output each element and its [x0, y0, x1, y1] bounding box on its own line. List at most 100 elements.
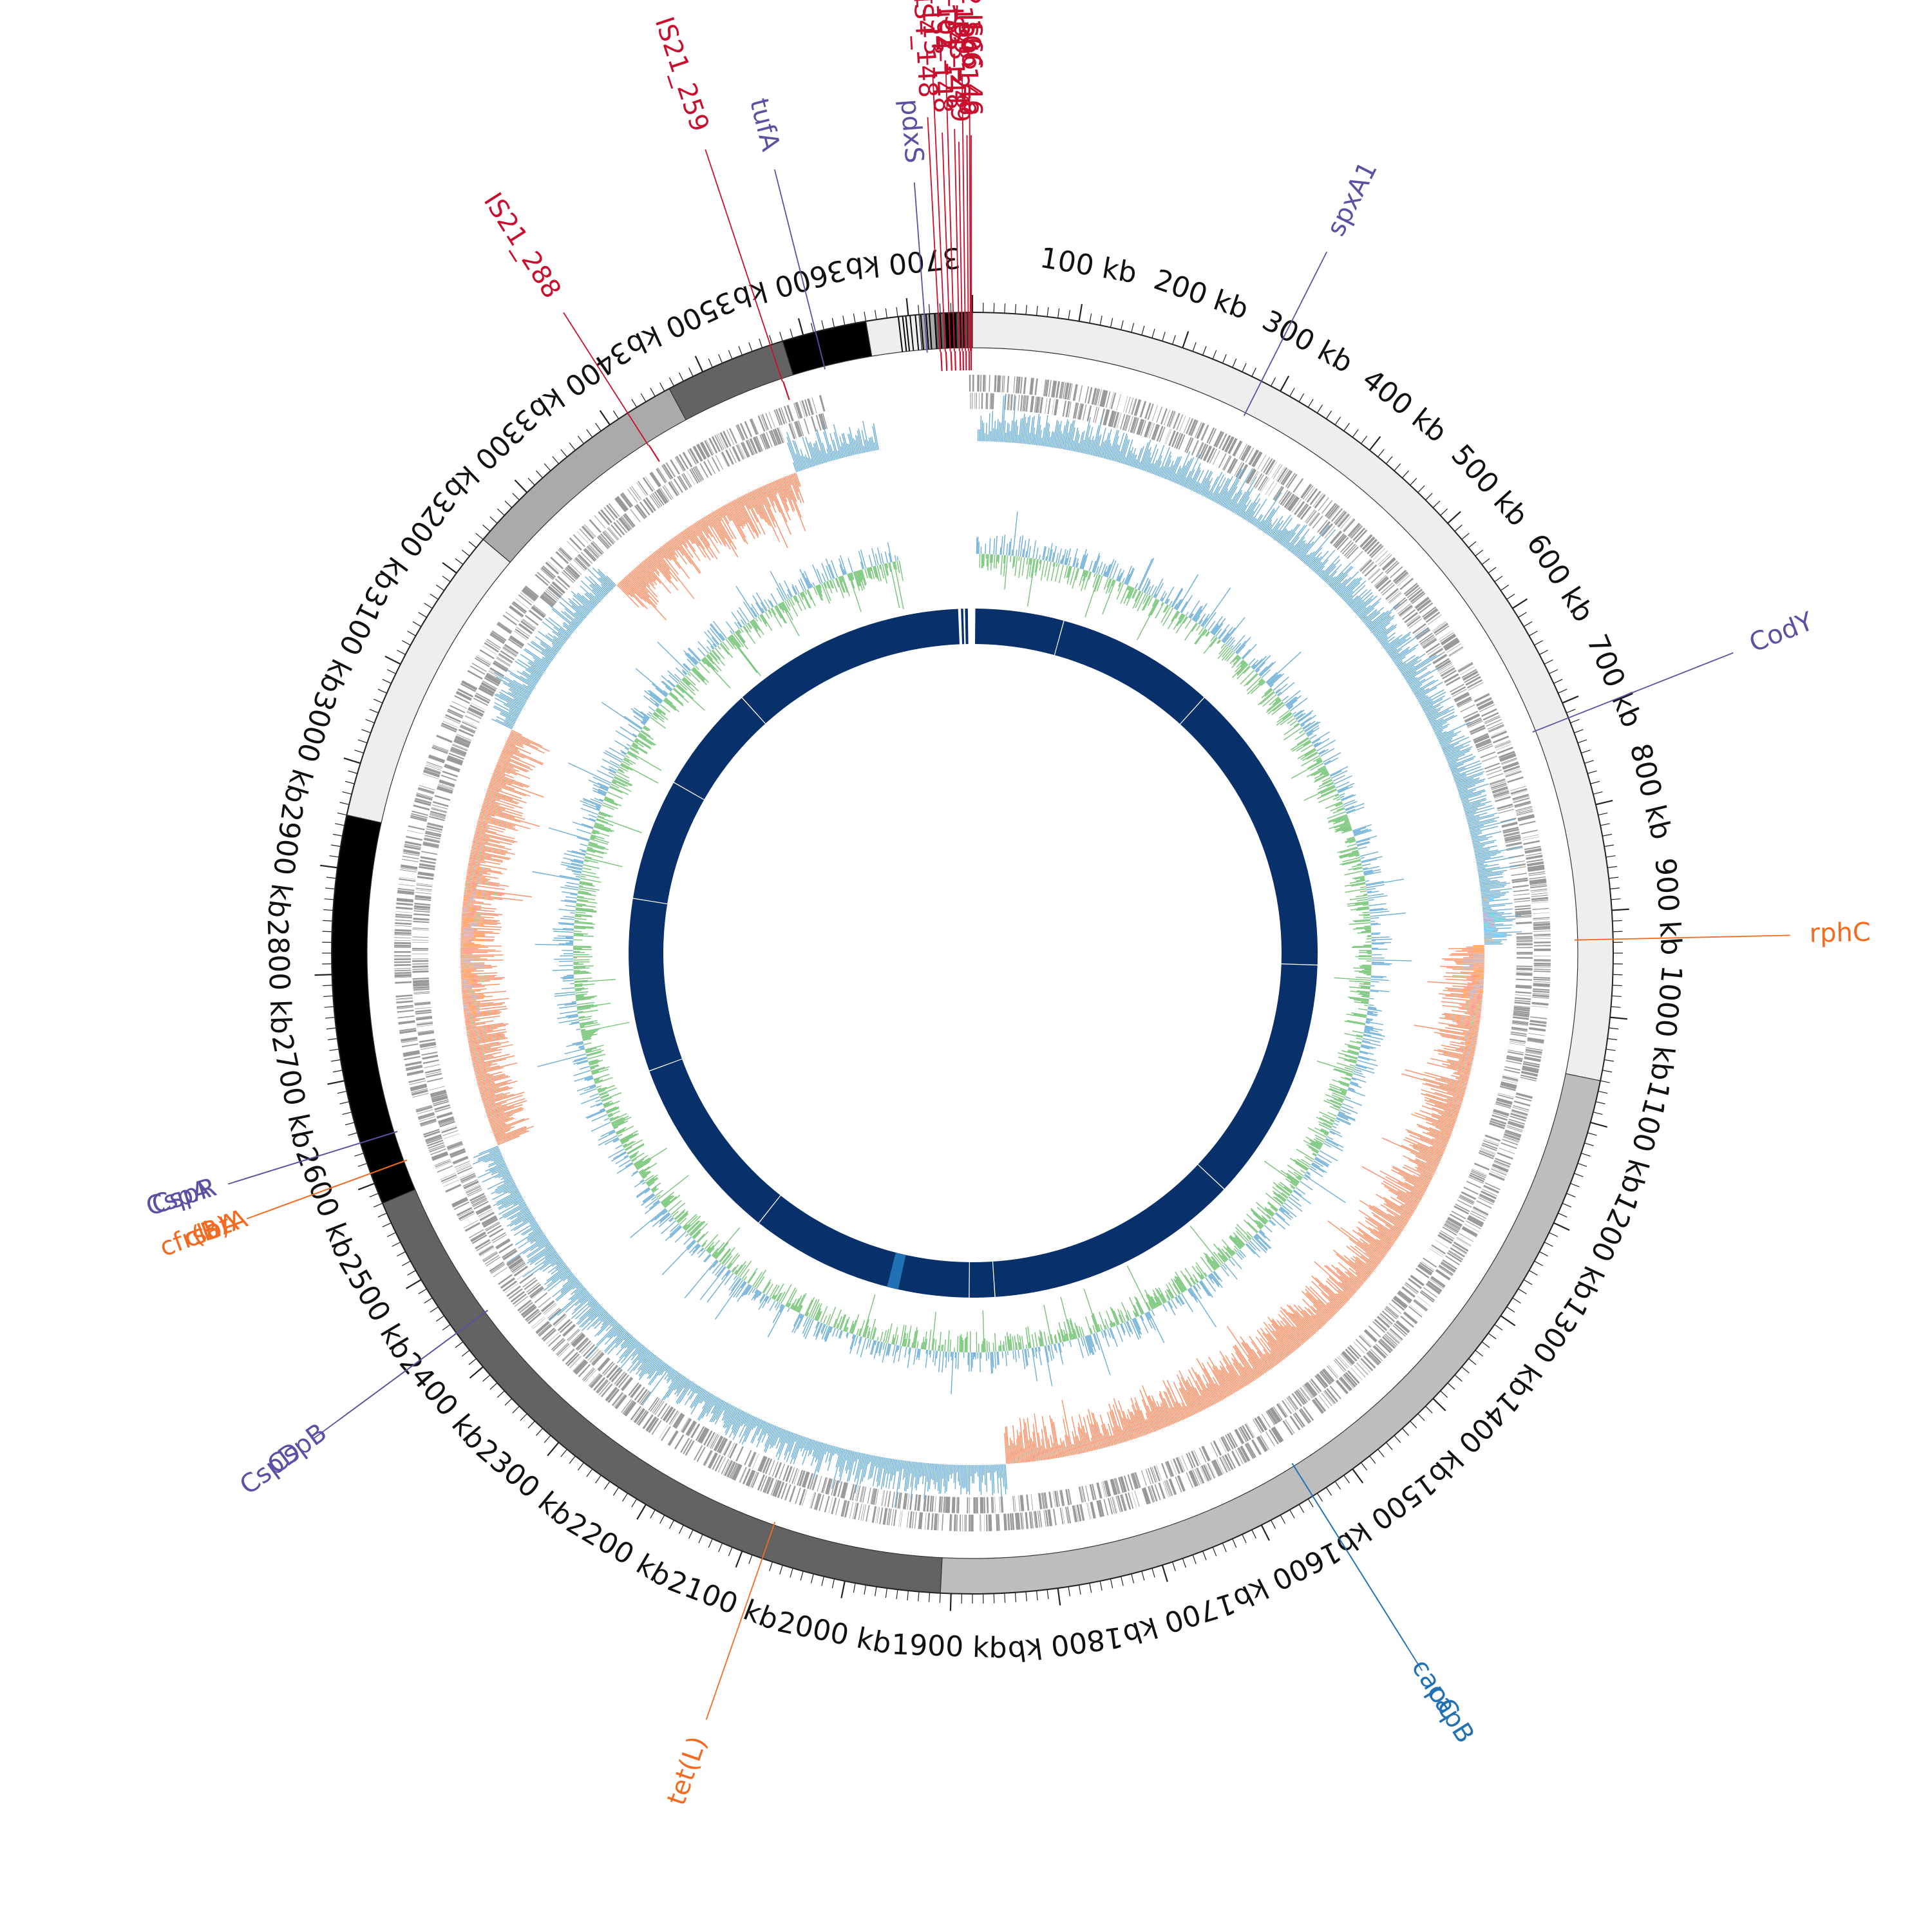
- cds-block: [1077, 403, 1081, 419]
- cds-block: [415, 1011, 432, 1015]
- cds-block: [413, 918, 430, 921]
- gc-skew-bar: [1405, 1137, 1444, 1154]
- cds-block: [536, 571, 551, 584]
- cds-block: [1533, 978, 1551, 981]
- cds-block: [611, 1392, 623, 1406]
- cds-block: [1234, 462, 1243, 477]
- gc-skew-bar: [1381, 636, 1396, 647]
- gc-skew-bar: [1397, 1196, 1417, 1208]
- cds-block: [547, 1307, 560, 1319]
- cds-block: [1105, 391, 1111, 408]
- cds-block: [652, 493, 663, 507]
- cds-block: [692, 467, 702, 482]
- gc-skew-bar: [463, 898, 476, 901]
- cds-block: [588, 1373, 600, 1387]
- cds-block: [397, 1007, 414, 1009]
- cds-block: [590, 1374, 603, 1388]
- gc-skew-bar: [1435, 1079, 1467, 1088]
- cds-block: [1343, 518, 1356, 533]
- gc-skew-bar: [1479, 873, 1502, 878]
- cds-block: [1528, 873, 1546, 876]
- cds-block: [1046, 379, 1050, 397]
- gc-skew-bar: [1456, 779, 1479, 788]
- minor-tick: [377, 688, 387, 694]
- cds-block: [478, 1245, 494, 1256]
- cds-block: [614, 1394, 625, 1407]
- cds-block: [636, 504, 647, 518]
- cds-block: [531, 1289, 545, 1300]
- cds-block: [956, 1497, 958, 1513]
- cds-block: [495, 1238, 510, 1249]
- cds-block: [444, 764, 460, 772]
- gc-skew-bar: [1457, 1023, 1479, 1028]
- gc-skew-bar: [462, 992, 475, 994]
- minor-tick: [1581, 1153, 1591, 1157]
- cds-block: [1054, 399, 1057, 415]
- cds-block: [831, 1497, 836, 1514]
- cds-block: [1193, 1450, 1201, 1465]
- cds-block: [512, 601, 527, 613]
- minor-tick: [1401, 1428, 1409, 1436]
- cds-block: [541, 1300, 554, 1312]
- cds-block: [770, 1479, 777, 1495]
- cds-block: [748, 1452, 755, 1467]
- cds-block: [1247, 469, 1257, 484]
- cds-block: [589, 1350, 601, 1363]
- cds-block: [1420, 634, 1434, 645]
- cds-block: [1438, 630, 1453, 640]
- cds-block: [1515, 913, 1531, 916]
- cds-block: [1516, 971, 1533, 972]
- gc-skew-bar: [1482, 911, 1498, 914]
- gc-skew-bar: [1403, 1177, 1427, 1190]
- cds-block: [460, 1213, 475, 1222]
- gc-skew-bar: [1356, 1275, 1365, 1283]
- cds-block: [428, 1144, 445, 1151]
- cds-block: [1088, 387, 1093, 404]
- cds-block: [975, 1497, 976, 1514]
- minor-tick: [1609, 887, 1620, 890]
- cds-block: [1501, 759, 1518, 765]
- minor-tick: [322, 931, 332, 933]
- cds-block: [1209, 448, 1217, 464]
- cds-block: [674, 457, 685, 472]
- gc-skew-bar: [1150, 463, 1155, 473]
- cds-block: [1502, 1139, 1519, 1146]
- gc-skew-bar: [1461, 1005, 1482, 1009]
- cds-block: [412, 936, 429, 938]
- cds-block: [956, 1514, 958, 1531]
- cds-block: [1416, 629, 1430, 639]
- cds-block: [1025, 1512, 1028, 1530]
- cds-block: [485, 674, 500, 685]
- cds-block: [444, 716, 460, 724]
- cds-block: [1052, 399, 1055, 415]
- gc-skew-bar: [1459, 1046, 1475, 1051]
- cds-block: [394, 968, 412, 969]
- gc-skew-bar: [1383, 1180, 1421, 1202]
- cds-block: [708, 1433, 717, 1448]
- gc-skew-bar: [1278, 530, 1289, 544]
- cds-block: [1067, 1488, 1071, 1505]
- cds-block: [533, 605, 547, 616]
- cds-block: [755, 436, 763, 451]
- gc-skew-bar: [1002, 1464, 1005, 1487]
- cds-block: [431, 807, 448, 812]
- cds-block: [1516, 943, 1533, 946]
- cds-block: [1037, 1493, 1042, 1510]
- gc-skew-bar: [1405, 1179, 1426, 1191]
- cds-block: [1360, 1334, 1372, 1347]
- cds-block: [1125, 396, 1131, 413]
- gc-skew-bar: [998, 1464, 1000, 1479]
- cds-block: [1078, 385, 1083, 402]
- cds-block: [656, 489, 667, 504]
- cds-block: [1512, 884, 1529, 888]
- cds-block: [1448, 1251, 1463, 1261]
- gc-skew-bar: [1354, 594, 1374, 613]
- cds-block: [509, 636, 524, 647]
- gc-skew-bar: [1291, 536, 1305, 554]
- cds-block: [1089, 1484, 1094, 1501]
- gc-skew-bar: [1364, 607, 1384, 624]
- cds-block: [1321, 1369, 1334, 1383]
- cds-block: [492, 662, 507, 672]
- minor-tick: [1518, 612, 1527, 618]
- cds-block: [1443, 637, 1458, 649]
